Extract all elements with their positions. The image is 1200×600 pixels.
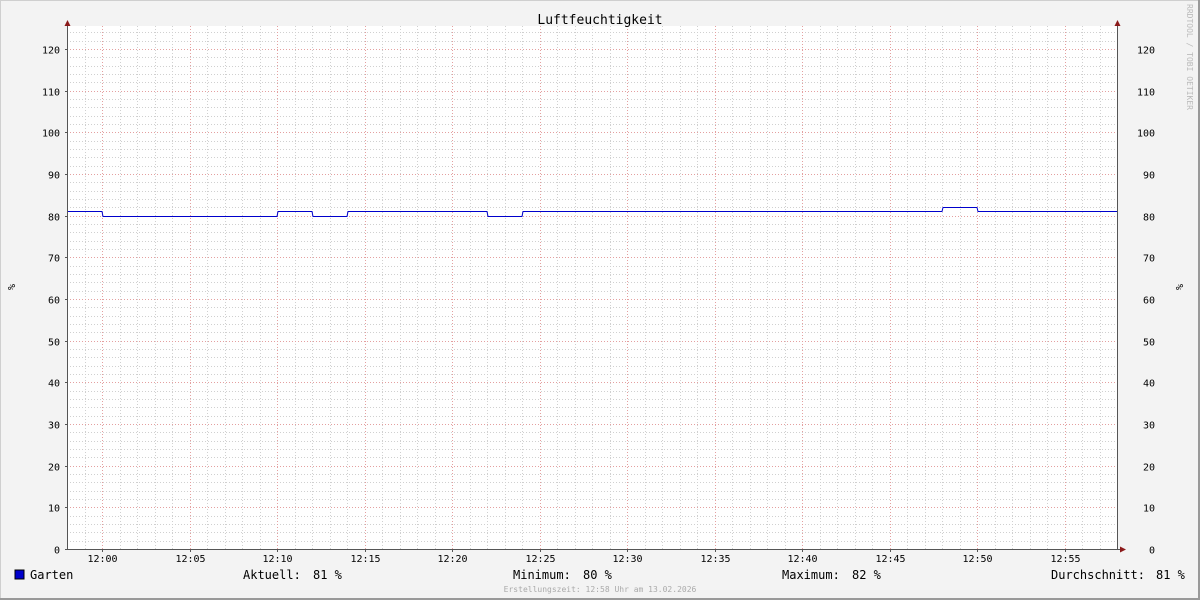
stat-avg-label: Durchschnitt: bbox=[1051, 568, 1145, 582]
x-axis-arrow-icon bbox=[1120, 546, 1126, 553]
y-tick-label: 60 bbox=[48, 296, 60, 307]
y-tick-label: 80 bbox=[48, 213, 60, 224]
y-axis-right-arrow-icon bbox=[1114, 20, 1121, 26]
stat-max-label: Maximum: bbox=[782, 568, 840, 582]
axes bbox=[64, 20, 1126, 553]
y-axis-arrow-icon bbox=[64, 20, 71, 26]
y-axis-label: % bbox=[5, 284, 16, 290]
y-tick-label-right: 80 bbox=[1143, 213, 1155, 224]
footer-timestamp: Erstellungszeit: 12:58 Uhr am 13.02.2026 bbox=[504, 585, 697, 594]
y-tick-label-right: 90 bbox=[1143, 171, 1155, 182]
y-tick-label-right: 40 bbox=[1143, 379, 1155, 390]
x-tick-label: 12:30 bbox=[612, 554, 642, 565]
y-tick-label-right: 0 bbox=[1149, 546, 1155, 557]
watermark: RRDTOOL / TOBI OETIKER bbox=[1185, 4, 1194, 110]
y-tick-label: 70 bbox=[48, 254, 60, 265]
stat-avg-value: 81 % bbox=[1156, 568, 1186, 582]
stat-max-value: 82 % bbox=[852, 568, 882, 582]
y-tick-label-right: 110 bbox=[1137, 88, 1155, 99]
stat-current-label: Aktuell: bbox=[243, 568, 301, 582]
y-tick-label: 100 bbox=[42, 129, 60, 140]
x-tick-label: 12:15 bbox=[350, 554, 380, 565]
legend-label-garten: Garten bbox=[30, 568, 73, 582]
grid bbox=[67, 26, 1117, 549]
legend-swatch-garten bbox=[14, 569, 25, 580]
chart-title: Luftfeuchtigkeit bbox=[537, 13, 662, 28]
stat-current-value: 81 % bbox=[313, 568, 343, 582]
y-tick-label: 20 bbox=[48, 463, 60, 474]
x-tick-label: 12:25 bbox=[525, 554, 555, 565]
y-tick-label: 10 bbox=[48, 504, 60, 515]
x-tick-label: 12:00 bbox=[87, 554, 117, 565]
y-tick-label-right: 50 bbox=[1143, 338, 1155, 349]
y-tick-label: 0 bbox=[54, 546, 60, 557]
y-tick-label-right: 60 bbox=[1143, 296, 1155, 307]
y-tick-label-right: 70 bbox=[1143, 254, 1155, 265]
stat-min-label: Minimum: bbox=[513, 568, 571, 582]
x-tick-label: 12:50 bbox=[962, 554, 992, 565]
series-layer bbox=[67, 207, 1118, 217]
x-tick-label: 12:40 bbox=[787, 554, 817, 565]
x-tick-label: 12:05 bbox=[175, 554, 205, 565]
y-axis-label-right: % bbox=[1173, 284, 1184, 290]
y-tick-label: 30 bbox=[48, 421, 60, 432]
series-line-garten bbox=[67, 207, 1118, 217]
x-tick-label: 12:45 bbox=[875, 554, 905, 565]
x-tick-label: 12:20 bbox=[437, 554, 467, 565]
y-tick-label: 120 bbox=[42, 46, 60, 57]
y-tick-label-right: 30 bbox=[1143, 421, 1155, 432]
x-tick-label: 12:35 bbox=[700, 554, 730, 565]
x-tick-label: 12:10 bbox=[262, 554, 292, 565]
tick-labels: 0 0 10 10 20 20 30 30 40 40 50 50 60 60 70 70 80 80 90 90 10… bbox=[42, 46, 1155, 566]
y-tick-label-right: 10 bbox=[1143, 504, 1155, 515]
x-tick-label: 12:55 bbox=[1050, 554, 1080, 565]
y-tick-label: 110 bbox=[42, 88, 60, 99]
y-tick-label: 90 bbox=[48, 171, 60, 182]
y-tick-label-right: 100 bbox=[1137, 129, 1155, 140]
y-tick-label: 40 bbox=[48, 379, 60, 390]
y-tick-label-right: 120 bbox=[1137, 46, 1155, 57]
y-tick-label-right: 20 bbox=[1143, 463, 1155, 474]
stat-min-value: 80 % bbox=[583, 568, 613, 582]
y-tick-label: 50 bbox=[48, 338, 60, 349]
